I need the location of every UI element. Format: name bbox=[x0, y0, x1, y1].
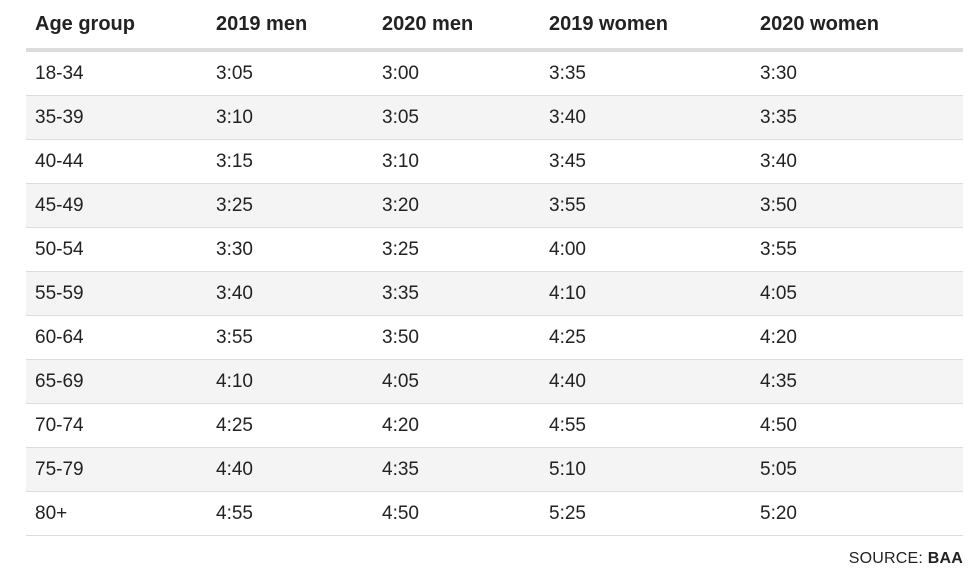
cell-2020-women: 3:30 bbox=[751, 50, 963, 96]
cell-2020-women: 3:55 bbox=[751, 227, 963, 272]
cell-2020-women: 3:50 bbox=[751, 183, 963, 228]
cell-2020-men: 4:05 bbox=[373, 359, 540, 404]
qualifying-times-table: Age group 2019 men 2020 men 2019 women 2… bbox=[26, 0, 963, 536]
header-2019-women: 2019 women bbox=[540, 0, 751, 52]
cell-2020-men: 4:50 bbox=[373, 491, 540, 536]
cell-2019-women: 3:45 bbox=[540, 139, 751, 184]
cell-2019-men: 3:15 bbox=[207, 139, 373, 184]
cell-2020-men: 3:50 bbox=[373, 315, 540, 360]
cell-2019-women: 4:40 bbox=[540, 359, 751, 404]
cell-2020-women: 3:35 bbox=[751, 95, 963, 140]
cell-2019-men: 4:10 bbox=[207, 359, 373, 404]
cell-2019-women: 3:40 bbox=[540, 95, 751, 140]
table-row: 55-59 3:40 3:35 4:10 4:05 bbox=[26, 271, 963, 316]
table-row: 70-74 4:25 4:20 4:55 4:50 bbox=[26, 403, 963, 448]
cell-2020-women: 3:40 bbox=[751, 139, 963, 184]
cell-age-group: 70-74 bbox=[26, 403, 207, 448]
cell-2019-women: 4:00 bbox=[540, 227, 751, 272]
source-name: BAA bbox=[927, 550, 963, 567]
cell-2020-women: 4:35 bbox=[751, 359, 963, 404]
cell-2019-women: 4:55 bbox=[540, 403, 751, 448]
cell-2019-men: 4:55 bbox=[207, 491, 373, 536]
header-row: Age group 2019 men 2020 men 2019 women 2… bbox=[26, 0, 963, 52]
cell-2020-women: 4:05 bbox=[751, 271, 963, 316]
source-label: SOURCE: bbox=[848, 550, 928, 567]
cell-2019-women: 4:25 bbox=[540, 315, 751, 360]
cell-2019-men: 3:40 bbox=[207, 271, 373, 316]
cell-2020-men: 3:20 bbox=[373, 183, 540, 228]
cell-2019-men: 3:25 bbox=[207, 183, 373, 228]
table-row: 80+ 4:55 4:50 5:25 5:20 bbox=[26, 491, 963, 536]
cell-2020-men: 4:20 bbox=[373, 403, 540, 448]
cell-2020-women: 4:50 bbox=[751, 403, 963, 448]
table-row: 45-49 3:25 3:20 3:55 3:50 bbox=[26, 183, 963, 228]
cell-2020-men: 3:10 bbox=[373, 139, 540, 184]
cell-2019-women: 4:10 bbox=[540, 271, 751, 316]
cell-2020-men: 3:35 bbox=[373, 271, 540, 316]
table-row: 35-39 3:10 3:05 3:40 3:35 bbox=[26, 95, 963, 140]
cell-age-group: 50-54 bbox=[26, 227, 207, 272]
qualifying-times-table-container: Age group 2019 men 2020 men 2019 women 2… bbox=[26, 0, 963, 536]
cell-2019-men: 4:25 bbox=[207, 403, 373, 448]
cell-2019-women: 3:55 bbox=[540, 183, 751, 228]
cell-2020-men: 3:05 bbox=[373, 95, 540, 140]
cell-2019-men: 3:05 bbox=[207, 50, 373, 96]
cell-age-group: 40-44 bbox=[26, 139, 207, 184]
table-header: Age group 2019 men 2020 men 2019 women 2… bbox=[26, 0, 963, 52]
cell-age-group: 18-34 bbox=[26, 50, 207, 96]
cell-2020-women: 5:05 bbox=[751, 447, 963, 492]
cell-age-group: 65-69 bbox=[26, 359, 207, 404]
cell-age-group: 35-39 bbox=[26, 95, 207, 140]
cell-2020-women: 5:20 bbox=[751, 491, 963, 536]
table-row: 65-69 4:10 4:05 4:40 4:35 bbox=[26, 359, 963, 404]
cell-age-group: 45-49 bbox=[26, 183, 207, 228]
cell-age-group: 75-79 bbox=[26, 447, 207, 492]
cell-2020-women: 4:20 bbox=[751, 315, 963, 360]
cell-2019-men: 4:40 bbox=[207, 447, 373, 492]
header-age-group: Age group bbox=[26, 0, 207, 52]
cell-2019-men: 3:55 bbox=[207, 315, 373, 360]
header-2020-men: 2020 men bbox=[373, 0, 540, 52]
table-row: 40-44 3:15 3:10 3:45 3:40 bbox=[26, 139, 963, 184]
cell-age-group: 80+ bbox=[26, 491, 207, 536]
table-row: 50-54 3:30 3:25 4:00 3:55 bbox=[26, 227, 963, 272]
cell-2019-women: 5:25 bbox=[540, 491, 751, 536]
table-row: 75-79 4:40 4:35 5:10 5:05 bbox=[26, 447, 963, 492]
cell-2019-women: 3:35 bbox=[540, 50, 751, 96]
source-credit: SOURCE: BAA bbox=[849, 550, 963, 568]
header-2020-women: 2020 women bbox=[751, 0, 963, 52]
cell-2019-women: 5:10 bbox=[540, 447, 751, 492]
table-row: 60-64 3:55 3:50 4:25 4:20 bbox=[26, 315, 963, 360]
cell-2019-men: 3:30 bbox=[207, 227, 373, 272]
table-row: 18-34 3:05 3:00 3:35 3:30 bbox=[26, 50, 963, 96]
table-body: 18-34 3:05 3:00 3:35 3:30 35-39 3:10 3:05 3:40 3:… bbox=[26, 50, 963, 536]
cell-age-group: 60-64 bbox=[26, 315, 207, 360]
cell-2020-men: 3:25 bbox=[373, 227, 540, 272]
header-2019-men: 2019 men bbox=[207, 0, 373, 52]
cell-age-group: 55-59 bbox=[26, 271, 207, 316]
cell-2019-men: 3:10 bbox=[207, 95, 373, 140]
cell-2020-men: 3:00 bbox=[373, 50, 540, 96]
cell-2020-men: 4:35 bbox=[373, 447, 540, 492]
